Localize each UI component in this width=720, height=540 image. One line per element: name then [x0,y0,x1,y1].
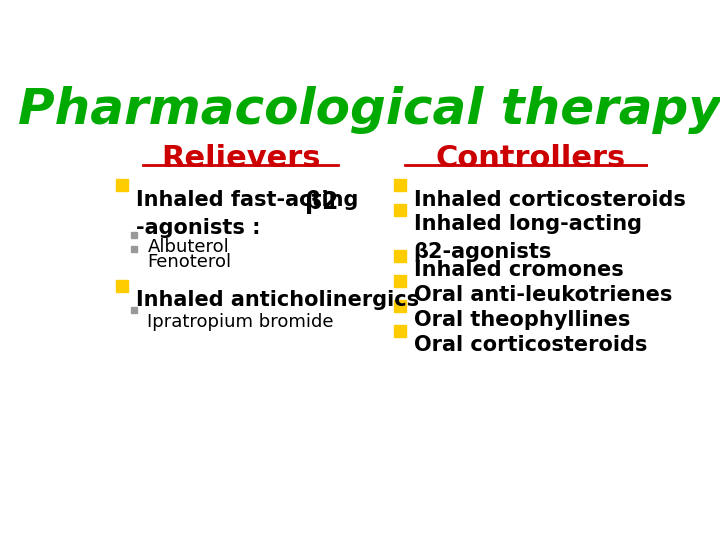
Text: Oral corticosteroids: Oral corticosteroids [414,335,647,355]
Text: Pharmacological therapy: Pharmacological therapy [17,85,720,133]
Text: Fenoterol: Fenoterol [148,253,232,271]
Text: Relievers: Relievers [161,144,320,173]
Text: Controllers: Controllers [436,144,626,173]
Text: Inhaled cromones: Inhaled cromones [414,260,624,280]
Text: Inhaled corticosteroids: Inhaled corticosteroids [414,190,685,210]
Text: Albuterol: Albuterol [148,238,229,256]
Text: Inhaled long-acting
β2-agonists: Inhaled long-acting β2-agonists [414,214,642,262]
Text: Ipratropium bromide: Ipratropium bromide [148,313,334,331]
Text: Inhaled anticholinergics: Inhaled anticholinergics [136,290,420,310]
Text: β2: β2 [305,190,338,213]
Text: Oral theophyllines: Oral theophyllines [414,310,630,330]
Text: Oral anti-leukotrienes: Oral anti-leukotrienes [414,285,672,305]
Text: Inhaled fast-acting
-agonists :: Inhaled fast-acting -agonists : [136,190,359,238]
